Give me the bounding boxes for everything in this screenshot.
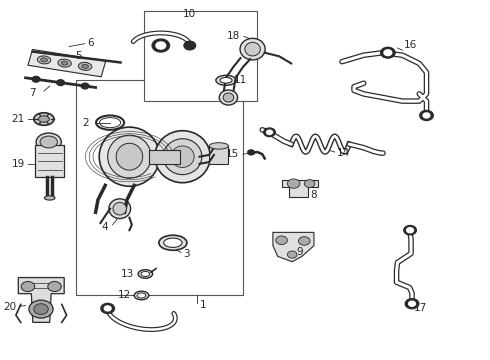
Circle shape <box>287 179 300 188</box>
Ellipse shape <box>45 196 55 200</box>
Circle shape <box>104 306 111 311</box>
Circle shape <box>152 39 170 52</box>
Circle shape <box>184 41 196 50</box>
Circle shape <box>48 282 61 292</box>
Circle shape <box>57 80 65 86</box>
Circle shape <box>21 282 35 292</box>
Circle shape <box>276 236 287 244</box>
Ellipse shape <box>155 131 210 183</box>
Ellipse shape <box>216 75 236 85</box>
Circle shape <box>404 226 416 235</box>
Circle shape <box>264 128 275 136</box>
Circle shape <box>101 303 115 314</box>
Circle shape <box>420 111 433 121</box>
Ellipse shape <box>138 270 152 278</box>
Circle shape <box>29 300 53 318</box>
Ellipse shape <box>240 39 265 60</box>
Ellipse shape <box>220 77 232 83</box>
Ellipse shape <box>58 59 71 67</box>
Ellipse shape <box>108 135 151 178</box>
Ellipse shape <box>134 291 149 300</box>
Circle shape <box>34 304 48 315</box>
Ellipse shape <box>34 113 54 125</box>
Circle shape <box>409 301 416 306</box>
Text: 9: 9 <box>296 247 303 257</box>
Text: 3: 3 <box>183 249 190 259</box>
Ellipse shape <box>109 199 131 219</box>
Circle shape <box>81 83 89 89</box>
Ellipse shape <box>171 146 194 167</box>
Ellipse shape <box>163 139 202 175</box>
Bar <box>149 150 180 164</box>
Text: 21: 21 <box>11 114 24 124</box>
Text: 20: 20 <box>3 302 16 312</box>
Ellipse shape <box>141 271 150 276</box>
Circle shape <box>156 42 166 49</box>
Ellipse shape <box>164 238 182 247</box>
Bar <box>35 145 64 177</box>
Text: 15: 15 <box>226 149 240 159</box>
Circle shape <box>287 251 297 258</box>
Ellipse shape <box>82 64 88 68</box>
Text: 8: 8 <box>311 190 317 200</box>
Ellipse shape <box>113 202 126 215</box>
Text: 13: 13 <box>121 269 134 279</box>
Ellipse shape <box>219 90 238 105</box>
Text: 1: 1 <box>199 300 206 310</box>
Text: 10: 10 <box>183 9 196 19</box>
Polygon shape <box>273 232 314 262</box>
Ellipse shape <box>99 127 160 186</box>
Text: 19: 19 <box>11 159 24 169</box>
Ellipse shape <box>37 56 51 64</box>
Circle shape <box>267 130 272 134</box>
Text: 17: 17 <box>414 303 427 314</box>
Text: 2: 2 <box>83 118 89 128</box>
Ellipse shape <box>209 143 228 149</box>
Circle shape <box>407 228 414 233</box>
Circle shape <box>384 50 392 55</box>
Ellipse shape <box>137 293 146 298</box>
Circle shape <box>405 299 419 309</box>
Text: 7: 7 <box>29 88 36 98</box>
Polygon shape <box>282 180 318 197</box>
Ellipse shape <box>61 61 68 65</box>
Circle shape <box>298 237 310 245</box>
Ellipse shape <box>40 136 57 148</box>
Text: 18: 18 <box>227 31 241 41</box>
Ellipse shape <box>116 143 143 170</box>
Text: 5: 5 <box>75 51 82 61</box>
Polygon shape <box>18 278 64 322</box>
Circle shape <box>248 150 254 155</box>
Ellipse shape <box>223 93 234 102</box>
Text: 4: 4 <box>101 222 108 232</box>
Circle shape <box>381 47 395 58</box>
Ellipse shape <box>41 58 48 62</box>
Text: 11: 11 <box>234 75 247 85</box>
Circle shape <box>423 113 430 118</box>
Polygon shape <box>28 49 106 77</box>
Text: 16: 16 <box>404 40 417 50</box>
Circle shape <box>304 180 315 188</box>
Ellipse shape <box>159 235 187 250</box>
Ellipse shape <box>39 116 49 122</box>
Bar <box>76 80 243 295</box>
Bar <box>209 146 228 164</box>
Text: 12: 12 <box>118 291 131 301</box>
Bar <box>144 12 257 101</box>
Text: 14: 14 <box>337 148 350 158</box>
Ellipse shape <box>36 133 61 151</box>
Ellipse shape <box>245 42 260 56</box>
Circle shape <box>32 76 40 82</box>
Text: 6: 6 <box>87 38 94 48</box>
Ellipse shape <box>78 62 92 70</box>
